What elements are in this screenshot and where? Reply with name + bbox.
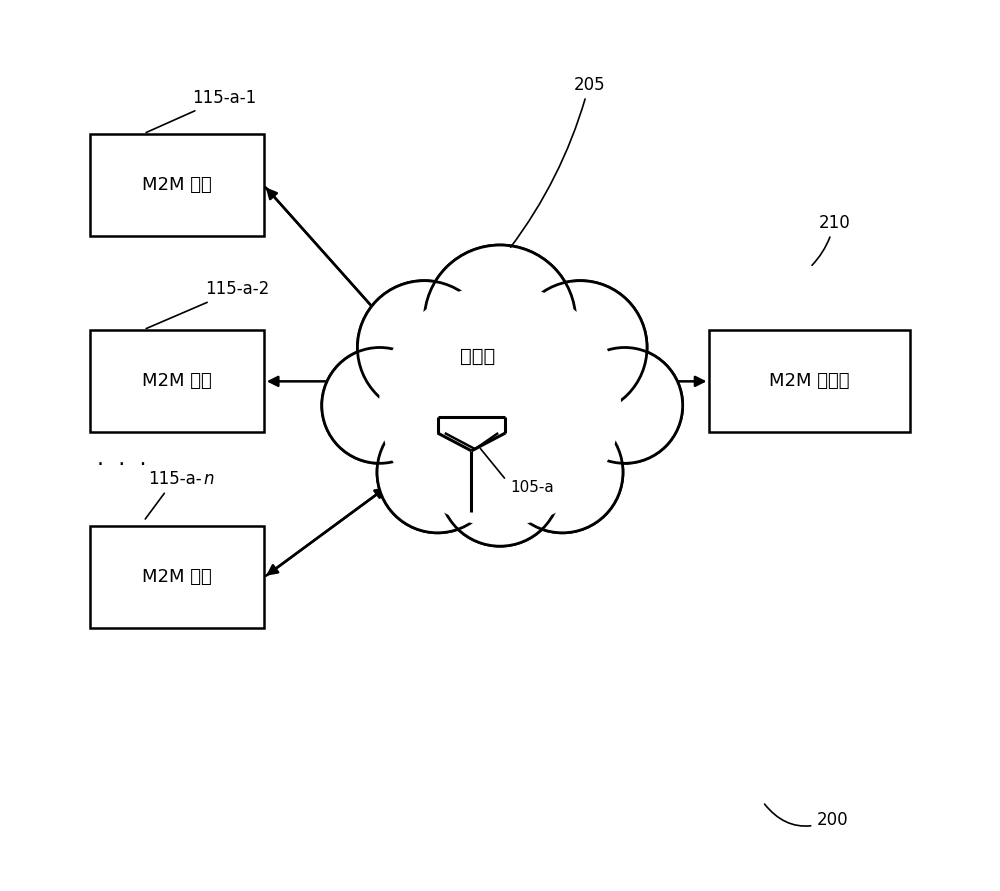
Circle shape bbox=[378, 413, 497, 532]
Circle shape bbox=[323, 348, 437, 462]
Circle shape bbox=[358, 282, 490, 413]
Circle shape bbox=[377, 412, 498, 533]
Circle shape bbox=[502, 412, 623, 533]
Text: n: n bbox=[203, 470, 214, 488]
Text: 105-a: 105-a bbox=[511, 480, 554, 495]
Circle shape bbox=[440, 426, 560, 545]
Circle shape bbox=[439, 425, 561, 546]
Circle shape bbox=[567, 347, 683, 463]
FancyBboxPatch shape bbox=[90, 526, 264, 628]
Text: 115-a-: 115-a- bbox=[145, 470, 202, 519]
FancyBboxPatch shape bbox=[90, 330, 264, 432]
Text: M2M 设备: M2M 设备 bbox=[142, 568, 212, 586]
Text: 广域网: 广域网 bbox=[460, 347, 495, 366]
Circle shape bbox=[380, 285, 620, 526]
FancyBboxPatch shape bbox=[709, 330, 910, 432]
Circle shape bbox=[503, 413, 622, 532]
Text: M2M 设备: M2M 设备 bbox=[142, 176, 212, 194]
Text: 205: 205 bbox=[511, 76, 605, 248]
Circle shape bbox=[568, 348, 682, 462]
Circle shape bbox=[398, 304, 602, 507]
Text: M2M 设备: M2M 设备 bbox=[142, 372, 212, 390]
Circle shape bbox=[424, 245, 576, 396]
Circle shape bbox=[412, 344, 588, 520]
Text: 210: 210 bbox=[812, 214, 850, 266]
Text: 115-a-1: 115-a-1 bbox=[146, 89, 256, 133]
Text: 115-a-2: 115-a-2 bbox=[146, 281, 269, 329]
Circle shape bbox=[398, 303, 602, 508]
Circle shape bbox=[514, 282, 646, 413]
Text: M2M 服务器: M2M 服务器 bbox=[769, 372, 850, 390]
Circle shape bbox=[322, 347, 438, 463]
Circle shape bbox=[357, 281, 491, 414]
Circle shape bbox=[425, 246, 575, 396]
Circle shape bbox=[411, 343, 589, 521]
Text: 200: 200 bbox=[765, 804, 848, 829]
Circle shape bbox=[513, 281, 647, 414]
Text: ·  ·  ·: · · · bbox=[97, 455, 146, 475]
FancyBboxPatch shape bbox=[90, 134, 264, 236]
